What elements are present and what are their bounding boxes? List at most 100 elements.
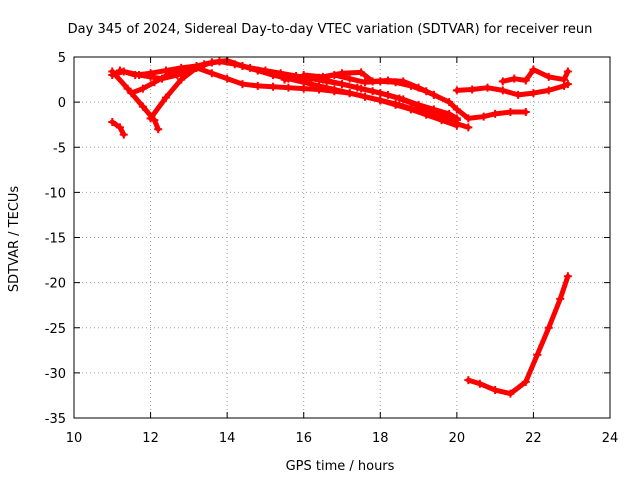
data-point <box>192 63 201 72</box>
data-point <box>315 85 324 94</box>
x-tick-label: 22 <box>525 431 542 446</box>
data-point <box>161 93 170 102</box>
data-point <box>269 82 278 91</box>
data-point <box>376 96 385 105</box>
data-point <box>383 76 392 85</box>
data-point <box>563 67 572 76</box>
data-point <box>452 86 461 95</box>
data-point <box>345 89 354 98</box>
grid <box>74 57 610 418</box>
series-trace-11 <box>464 272 572 398</box>
data-point <box>207 58 216 67</box>
series-trace-3 <box>108 67 163 134</box>
y-tick-label: 5 <box>58 51 66 66</box>
data-point <box>521 108 530 117</box>
series-line <box>301 69 529 121</box>
data-point <box>299 84 308 93</box>
y-tick-label: -15 <box>45 232 66 247</box>
axis-ticks: 10 12 14 16 18 20 22 24 5 0 -5 -10 -15 -20 -25 -30 -35 <box>45 51 619 446</box>
data-point <box>330 87 339 96</box>
data-point <box>464 123 473 132</box>
series-trace-7 <box>299 68 530 123</box>
data-point <box>452 116 461 125</box>
data-point <box>521 76 530 85</box>
data-point <box>338 69 346 78</box>
data-point <box>238 62 247 71</box>
data-point <box>445 98 454 107</box>
data-point <box>464 114 473 123</box>
data-point <box>238 80 247 89</box>
data-point <box>399 77 408 86</box>
data-point <box>177 75 186 84</box>
data-point <box>131 71 140 80</box>
data-point <box>414 101 423 110</box>
data-point <box>563 272 572 281</box>
x-tick-label: 20 <box>449 431 466 446</box>
data-point <box>161 71 170 80</box>
data-point <box>138 84 147 93</box>
data-point <box>406 104 415 113</box>
x-axis-label: GPS time / hours <box>286 459 395 474</box>
data-point <box>108 67 117 76</box>
data-point <box>376 89 385 98</box>
data-point <box>429 90 438 99</box>
data-point <box>514 90 523 99</box>
data-point <box>253 66 262 75</box>
x-tick-label: 16 <box>295 431 312 446</box>
data-point <box>223 74 232 83</box>
data-point <box>414 83 423 92</box>
x-tick-label: 14 <box>219 431 236 446</box>
x-tick-label: 18 <box>372 431 389 446</box>
data-point <box>123 84 132 93</box>
data-point <box>146 114 155 123</box>
data-point <box>544 323 553 332</box>
data-point <box>119 130 128 139</box>
series-trace-10 <box>108 117 128 139</box>
data-point <box>498 86 507 95</box>
data-point <box>284 83 293 92</box>
series-trace-8 <box>452 80 572 99</box>
data-point <box>475 379 484 388</box>
series-trace-4 <box>127 63 473 132</box>
data-point <box>544 72 553 81</box>
data-point <box>299 71 308 80</box>
data-point <box>115 123 124 132</box>
data-point <box>529 89 538 98</box>
y-tick-label: -5 <box>53 141 66 156</box>
data-point <box>510 74 519 83</box>
data-point <box>253 81 262 90</box>
data-point <box>338 80 346 89</box>
data-point <box>154 125 163 134</box>
data-point <box>491 386 500 395</box>
data-point <box>177 66 186 75</box>
data-point <box>533 350 542 359</box>
data-point <box>479 112 488 121</box>
data-point <box>138 102 147 111</box>
data-point <box>433 108 442 117</box>
data-point <box>506 389 515 398</box>
data-point <box>345 74 354 83</box>
data-point <box>269 71 278 80</box>
data-point <box>498 77 507 86</box>
y-tick-label: 0 <box>58 96 66 111</box>
x-tick-label: 10 <box>66 431 83 446</box>
data-point <box>357 84 366 93</box>
data-point <box>464 376 473 385</box>
data-point <box>360 92 369 101</box>
data-point <box>360 78 369 87</box>
data-point <box>127 89 136 98</box>
data-point <box>280 75 289 84</box>
y-tick-label: -20 <box>45 277 66 292</box>
data-point <box>108 117 117 126</box>
data-point <box>491 109 500 118</box>
x-tick-label: 24 <box>602 431 619 446</box>
data-point <box>560 75 569 84</box>
data-point <box>468 85 477 94</box>
data-point <box>318 72 327 81</box>
data-point <box>506 108 515 117</box>
data-point <box>207 69 216 78</box>
data-point <box>150 78 159 87</box>
data-point <box>395 94 404 103</box>
data-point <box>556 294 565 303</box>
